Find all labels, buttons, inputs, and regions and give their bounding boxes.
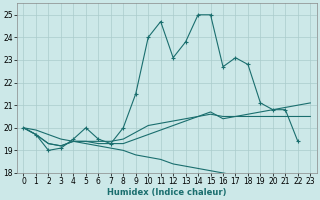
X-axis label: Humidex (Indice chaleur): Humidex (Indice chaleur) (107, 188, 227, 197)
